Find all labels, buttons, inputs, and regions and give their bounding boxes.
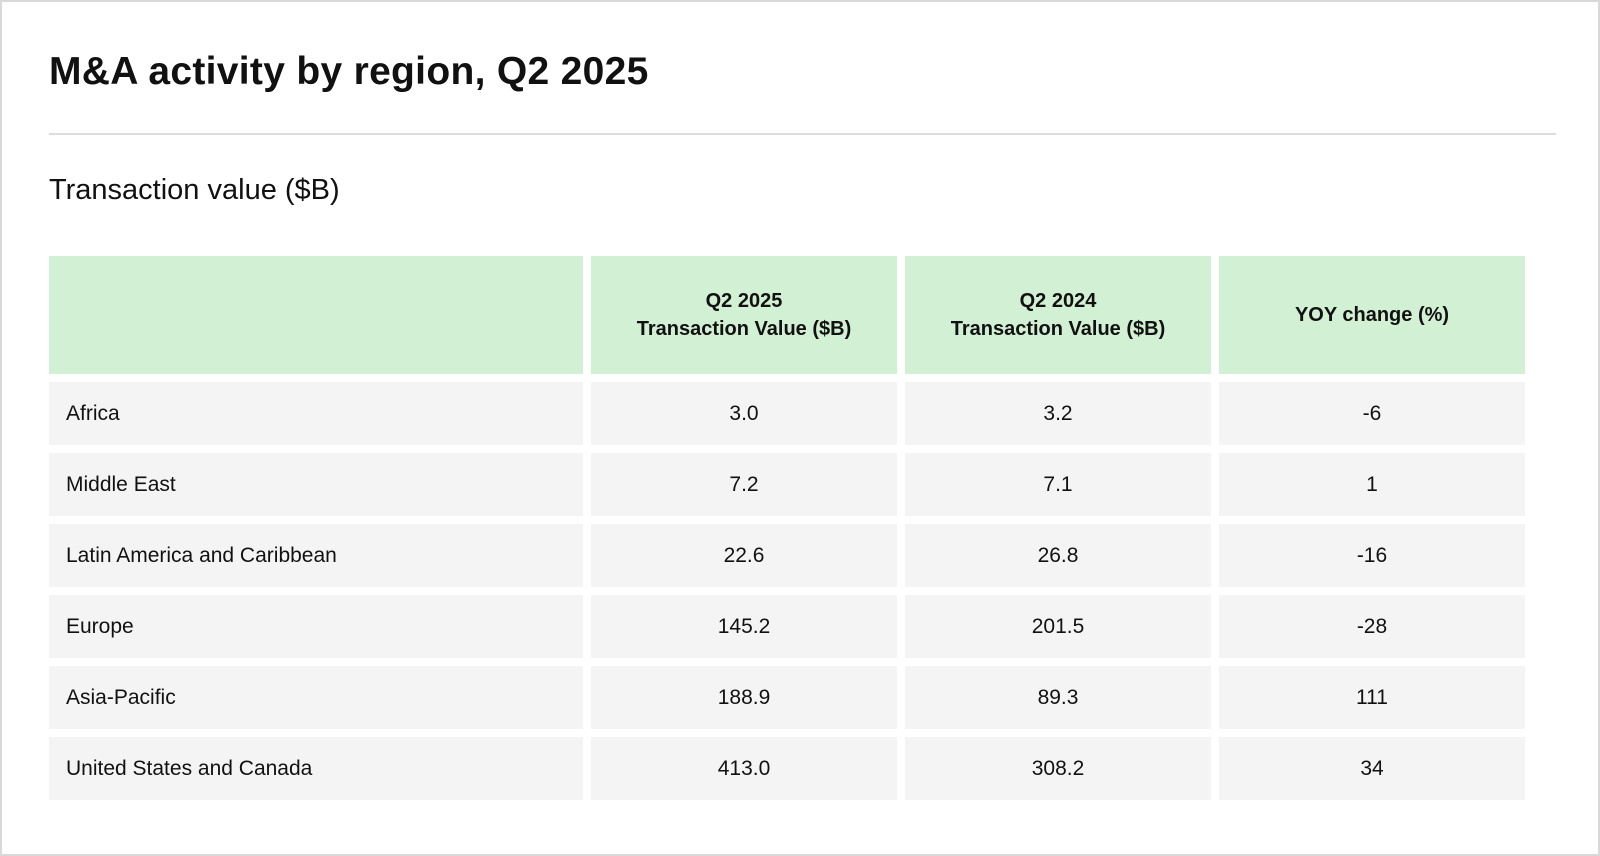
table-row: Middle East 7.2 7.1 1 [49, 453, 1525, 516]
header-q2-2025: Q2 2025 Transaction Value ($B) [591, 256, 897, 374]
header-region [49, 256, 583, 374]
chart-subtitle: Transaction value ($B) [49, 174, 340, 206]
yoy-change-cell: 1 [1219, 453, 1525, 516]
region-cell: Asia-Pacific [49, 666, 583, 729]
yoy-change-cell: -28 [1219, 595, 1525, 658]
yoy-change-cell: 111 [1219, 666, 1525, 729]
q2-2025-value-cell: 22.6 [591, 524, 897, 587]
yoy-change-cell: -6 [1219, 382, 1525, 445]
q2-2024-value-cell: 308.2 [905, 737, 1211, 800]
table-row: Africa 3.0 3.2 -6 [49, 382, 1525, 445]
header-q2-2025-line1: Q2 2025 [705, 290, 783, 312]
q2-2024-value-cell: 201.5 [905, 595, 1211, 658]
yoy-change-cell: -16 [1219, 524, 1525, 587]
region-cell: United States and Canada [49, 737, 583, 800]
q2-2024-value-cell: 26.8 [905, 524, 1211, 587]
yoy-change-cell: 34 [1219, 737, 1525, 800]
header-row: Q2 2025 Transaction Value ($B) Q2 2024 T… [49, 256, 1525, 374]
region-cell: Middle East [49, 453, 583, 516]
header-q2-2024-line2: Transaction Value ($B) [950, 318, 1166, 340]
q2-2025-value-cell: 188.9 [591, 666, 897, 729]
table-row: Europe 145.2 201.5 -28 [49, 595, 1525, 658]
region-cell: Europe [49, 595, 583, 658]
region-cell: Africa [49, 382, 583, 445]
chart-title: M&A activity by region, Q2 2025 [49, 50, 649, 93]
header-q2-2025-line2: Transaction Value ($B) [636, 318, 852, 340]
table-row: Asia-Pacific 188.9 89.3 111 [49, 666, 1525, 729]
header-q2-2024: Q2 2024 Transaction Value ($B) [905, 256, 1211, 374]
data-table: Q2 2025 Transaction Value ($B) Q2 2024 T… [41, 248, 1533, 808]
q2-2024-value-cell: 89.3 [905, 666, 1211, 729]
region-cell: Latin America and Caribbean [49, 524, 583, 587]
q2-2025-value-cell: 145.2 [591, 595, 897, 658]
title-divider [49, 133, 1556, 135]
q2-2024-value-cell: 3.2 [905, 382, 1211, 445]
table-row: United States and Canada 413.0 308.2 34 [49, 737, 1525, 800]
q2-2024-value-cell: 7.1 [905, 453, 1211, 516]
q2-2025-value-cell: 413.0 [591, 737, 897, 800]
header-yoy-label: YOY change (%) [1294, 304, 1450, 326]
table-row: Latin America and Caribbean 22.6 26.8 -1… [49, 524, 1525, 587]
q2-2025-value-cell: 7.2 [591, 453, 897, 516]
header-q2-2024-line1: Q2 2024 [1019, 290, 1097, 312]
q2-2025-value-cell: 3.0 [591, 382, 897, 445]
header-yoy: YOY change (%) [1219, 256, 1525, 374]
